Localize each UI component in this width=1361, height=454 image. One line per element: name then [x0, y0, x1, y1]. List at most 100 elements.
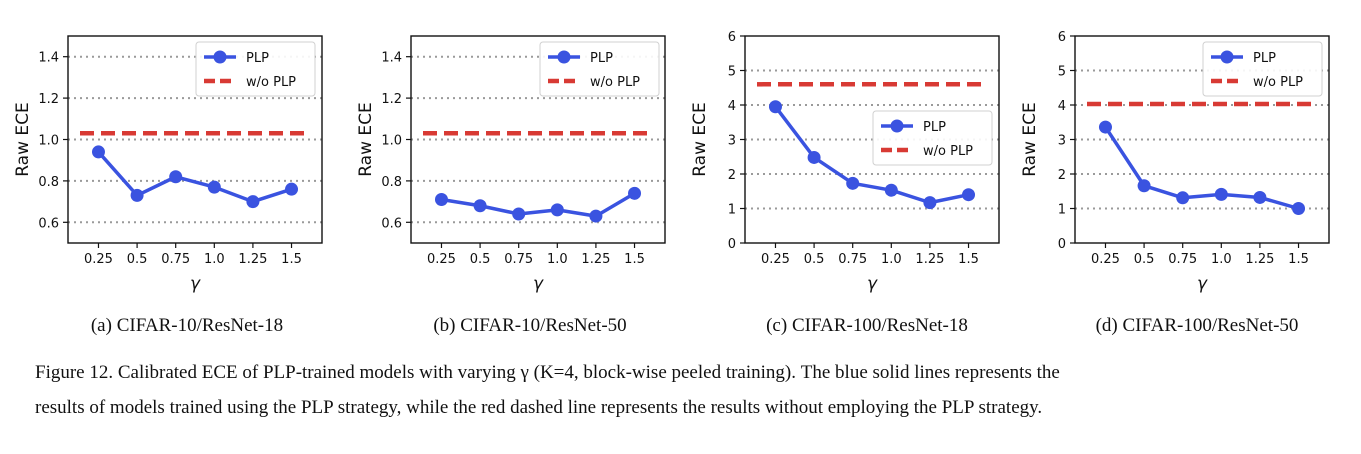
chart-panel-a: 0.6 0.8 1.0 1.2 1.4 0.25 0.5 0.75 1.0 1.25 1.5 γ Raw… — [13, 35, 323, 294]
y-tick-label: 4 — [728, 99, 736, 114]
legend: PLP w/o PLP — [872, 110, 993, 166]
figure-caption-line-1: Figure 12. Calibrated ECE of PLP-trained… — [35, 362, 1060, 383]
y-tick-label: 1.0 — [381, 134, 402, 149]
y-tick-label: 0.8 — [381, 175, 402, 190]
data-point-plp — [473, 199, 487, 213]
data-point-plp — [768, 100, 782, 114]
x-tick-label: 1.5 — [624, 252, 645, 267]
y-axis-label: Raw ECE — [13, 102, 33, 177]
legend-marker-plp — [890, 119, 904, 133]
legend-label-plp: PLP — [923, 120, 946, 135]
y-tick-label: 1.2 — [381, 92, 402, 107]
data-point-plp — [91, 145, 105, 159]
x-tick-label: 0.75 — [504, 252, 533, 267]
x-tick-label: 0.5 — [1134, 252, 1155, 267]
subcaption-a: (a) CIFAR-10/ResNet-18 — [90, 315, 284, 336]
x-tick-label: 1.5 — [1288, 252, 1309, 267]
x-tick-label: 0.25 — [761, 252, 790, 267]
x-tick-label: 0.5 — [470, 252, 491, 267]
chart-panel-d: 0 1 2 3 4 5 6 0.25 0.5 0.75 1.0 1.25 1.5 γ Raw ECE PLP w… — [1020, 30, 1330, 294]
y-tick-label: 1.0 — [38, 134, 59, 149]
data-point-plp — [130, 188, 144, 202]
x-tick-label: 1.25 — [915, 252, 944, 267]
data-point-plp — [589, 209, 603, 223]
x-tick-label: 0.25 — [1091, 252, 1120, 267]
legend-marker-plp — [557, 50, 571, 64]
data-point-plp — [962, 188, 976, 202]
data-point-plp — [807, 150, 821, 164]
y-tick-label: 1.2 — [38, 92, 59, 107]
x-tick-label: 0.75 — [838, 252, 867, 267]
x-tick-label: 1.0 — [1211, 252, 1232, 267]
x-tick-label: 1.5 — [281, 252, 302, 267]
data-point-plp — [923, 196, 937, 210]
series-line-plp — [97, 150, 293, 204]
y-tick-label: 6 — [1058, 30, 1066, 45]
data-point-plp — [884, 183, 898, 197]
x-tick-label: 1.25 — [238, 252, 267, 267]
y-tick-label: 0 — [728, 237, 736, 252]
y-tick-label: 1 — [1058, 203, 1066, 218]
plot-frame — [67, 35, 323, 244]
data-point-plp — [1176, 191, 1190, 205]
legend-label-wo-plp: w/o PLP — [1253, 75, 1303, 90]
x-tick-label: 0.75 — [161, 252, 190, 267]
chart-panel-c: 0 1 2 3 4 5 6 0.25 0.5 0.75 1.0 1.25 1.5 γ Raw ECE PLP w… — [690, 30, 1000, 294]
y-tick-label: 1 — [728, 203, 736, 218]
x-tick-label: 1.0 — [204, 252, 225, 267]
y-axis-label: Raw ECE — [1020, 102, 1040, 177]
series-line-plp — [774, 105, 969, 205]
y-tick-label: 5 — [1058, 65, 1066, 80]
plot-frame — [1074, 35, 1330, 244]
x-tick-label: 1.5 — [958, 252, 979, 267]
data-point-plp — [512, 207, 526, 221]
legend-label-plp: PLP — [1253, 51, 1276, 66]
data-point-plp — [1137, 179, 1151, 193]
subcaption-d: (d) CIFAR-100/ResNet-50 — [1095, 315, 1299, 336]
data-point-plp — [434, 193, 448, 207]
x-axis-label: γ — [867, 274, 878, 294]
y-tick-label: 3 — [1058, 134, 1066, 149]
x-tick-label: 0.75 — [1168, 252, 1197, 267]
legend: PLP w/o PLP — [1202, 41, 1323, 97]
legend-label-plp: PLP — [246, 51, 269, 66]
x-tick-label: 0.25 — [427, 252, 456, 267]
y-tick-label: 0.6 — [38, 216, 59, 231]
data-point-plp — [846, 176, 860, 190]
data-point-plp — [1098, 120, 1112, 134]
data-point-plp — [207, 180, 221, 194]
x-tick-label: 1.25 — [1245, 252, 1274, 267]
y-tick-label: 2 — [728, 168, 736, 183]
x-tick-label: 1.25 — [581, 252, 610, 267]
data-point-plp — [550, 203, 564, 217]
data-point-plp — [169, 170, 183, 184]
y-tick-label: 1.4 — [381, 51, 402, 66]
x-axis-label: γ — [190, 274, 201, 294]
x-tick-label: 0.25 — [84, 252, 113, 267]
y-tick-label: 4 — [1058, 99, 1066, 114]
legend: PLP w/o PLP — [195, 41, 316, 97]
x-axis-label: γ — [533, 274, 544, 294]
data-point-plp — [1253, 190, 1267, 204]
data-point-plp — [285, 182, 299, 196]
x-tick-label: 1.0 — [881, 252, 902, 267]
y-tick-label: 6 — [728, 30, 736, 45]
y-tick-label: 0.8 — [38, 175, 59, 190]
y-tick-label: 1.4 — [38, 51, 59, 66]
data-point-plp — [1214, 187, 1228, 201]
legend-label-wo-plp: w/o PLP — [590, 75, 640, 90]
figure-caption-line-2: results of models trained using the PLP … — [35, 397, 1043, 418]
y-tick-label: 2 — [1058, 168, 1066, 183]
data-point-plp — [246, 195, 260, 209]
chart-panel-b: 0.6 0.8 1.0 1.2 1.4 0.25 0.5 0.75 1.0 1.25 1.5 γ Raw… — [356, 35, 666, 294]
plot-frame — [410, 35, 666, 244]
y-tick-label: 5 — [728, 65, 736, 80]
subcaption-c: (c) CIFAR-100/ResNet-18 — [766, 315, 968, 336]
legend-label-wo-plp: w/o PLP — [246, 75, 296, 90]
x-tick-label: 1.0 — [547, 252, 568, 267]
y-tick-label: 3 — [728, 134, 736, 149]
legend-label-wo-plp: w/o PLP — [923, 144, 973, 159]
x-axis-label: γ — [1197, 274, 1208, 294]
data-point-plp — [628, 186, 642, 200]
